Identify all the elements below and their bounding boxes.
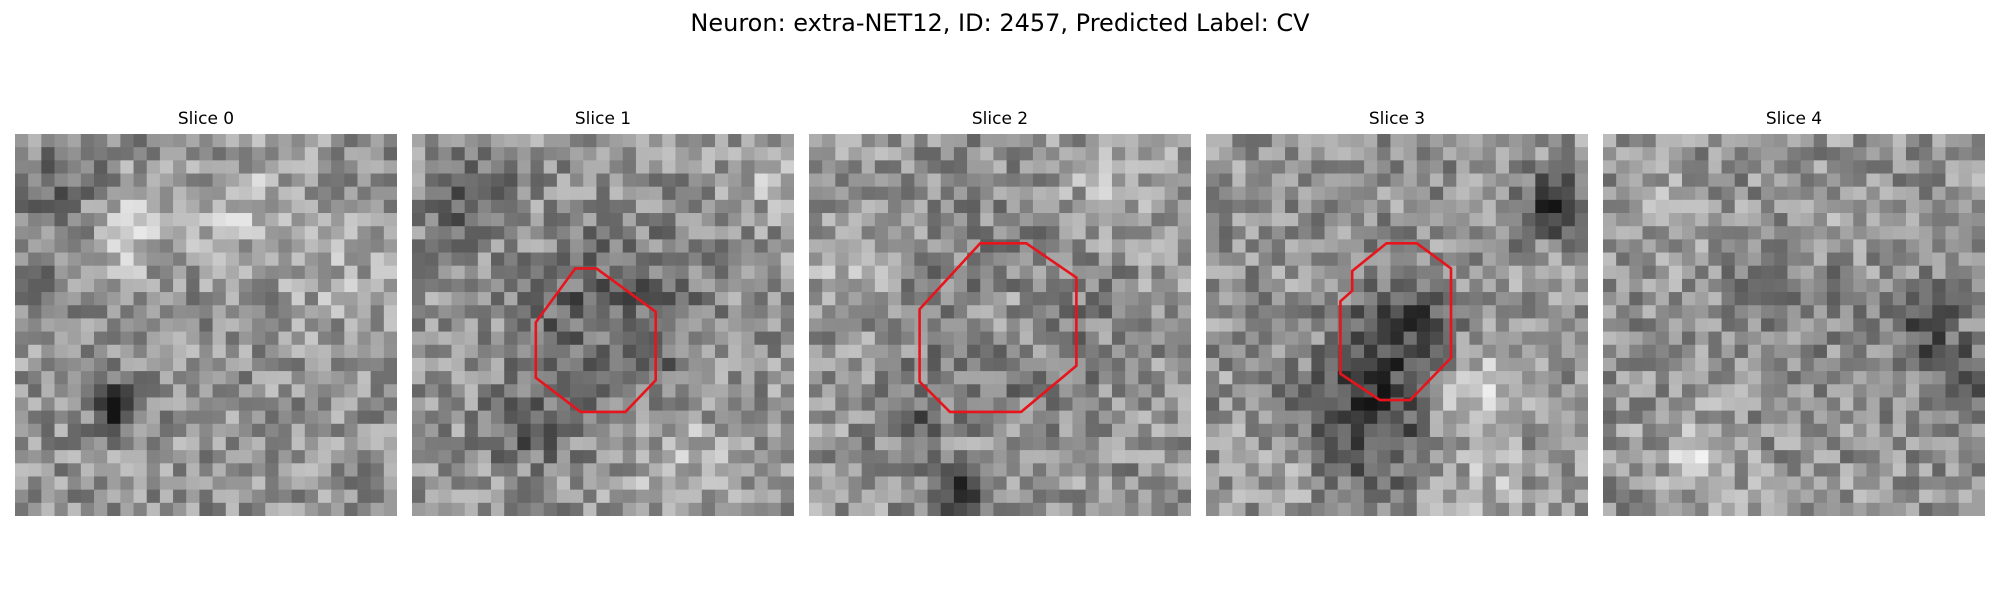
slice-image-0: [15, 134, 397, 516]
slice-title-2: Slice 2: [971, 109, 1029, 129]
slice-panel-3: Slice 3: [1206, 108, 1588, 516]
slice-panel-4: Slice 4: [1603, 108, 1985, 516]
figure-title: Neuron: extra-NET12, ID: 2457, Predicted…: [690, 9, 1310, 37]
roi-outline: [918, 242, 1078, 414]
slice-title-1: Slice 1: [574, 109, 632, 129]
slice-title-4: Slice 4: [1765, 109, 1823, 129]
slice-image-3: [1206, 134, 1588, 516]
slice-panel-1: Slice 1: [412, 108, 794, 516]
slice-image-1: [412, 134, 794, 516]
slice-image-2: [809, 134, 1191, 516]
slice-image-4: [1603, 134, 1985, 516]
slice-panel-2: Slice 2: [809, 108, 1191, 516]
slice-panel-0: Slice 0: [15, 108, 397, 516]
roi-outline: [1339, 242, 1453, 402]
roi-outline: [534, 267, 657, 414]
slice-title-0: Slice 0: [177, 109, 235, 129]
slice-title-3: Slice 3: [1368, 109, 1426, 129]
